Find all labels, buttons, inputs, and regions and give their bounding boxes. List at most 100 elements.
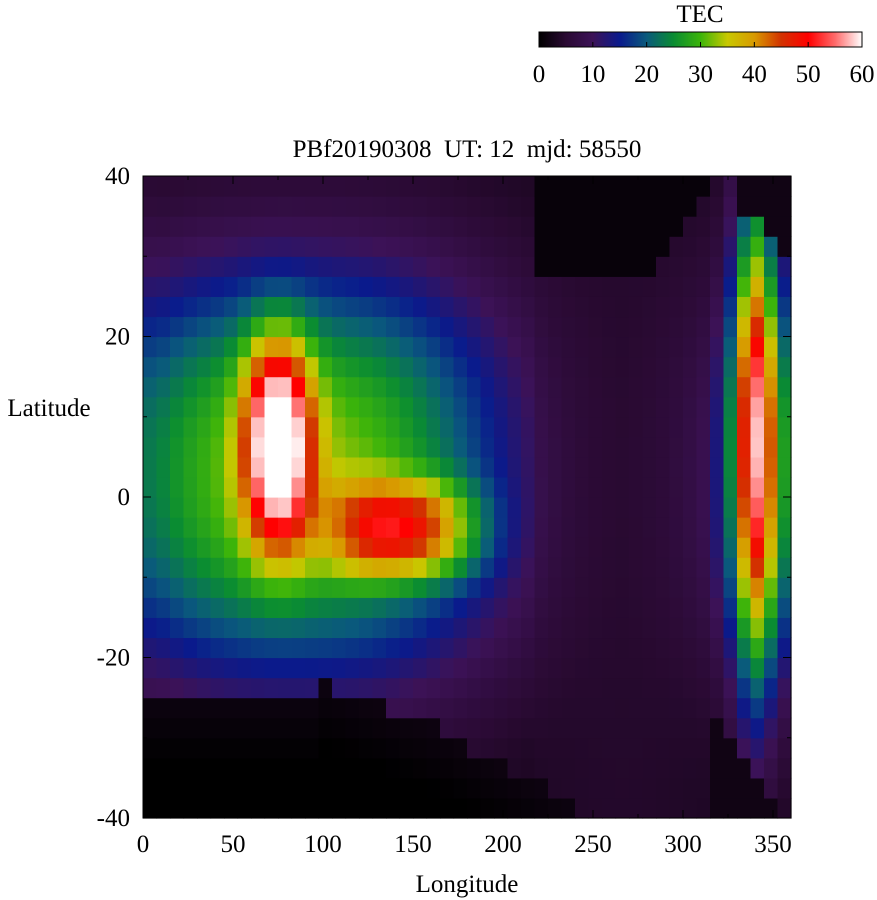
heatmap-cell	[224, 216, 239, 237]
heatmap-cell	[521, 537, 536, 558]
heatmap-cell	[480, 777, 495, 799]
heatmap-cell	[399, 476, 414, 498]
heatmap-cell	[548, 336, 563, 358]
heatmap-cell	[224, 797, 239, 819]
heatmap-cell	[210, 436, 225, 458]
heatmap-cell	[210, 356, 225, 378]
heatmap-cell	[399, 757, 414, 779]
heatmap-cell	[224, 276, 239, 297]
heatmap-cell	[602, 557, 617, 578]
heatmap-cell	[399, 316, 414, 338]
heatmap-cell	[723, 677, 738, 699]
heatmap-cell	[629, 296, 644, 318]
heatmap-cell	[777, 517, 792, 538]
heatmap-cell	[305, 336, 320, 358]
heatmap-cell	[507, 697, 522, 719]
heatmap-cell	[710, 396, 725, 418]
heatmap-cell	[737, 557, 752, 578]
heatmap-cell	[710, 577, 725, 598]
heatmap-cell	[170, 216, 185, 237]
heatmap-cell	[534, 316, 549, 338]
heatmap-cell	[251, 557, 266, 578]
heatmap-cell	[494, 176, 509, 197]
heatmap-cell	[588, 336, 603, 358]
heatmap-cell	[588, 757, 603, 779]
heatmap-cell	[156, 757, 171, 779]
heatmap-cell	[629, 176, 644, 197]
heatmap-cell	[399, 296, 414, 318]
heatmap-cell	[197, 336, 212, 358]
heatmap-cell	[750, 637, 765, 659]
heatmap-cell	[143, 737, 158, 759]
heatmap-cell	[629, 476, 644, 498]
heatmap-cell	[399, 697, 414, 719]
heatmap-cell	[480, 456, 495, 478]
heatmap-cell	[278, 517, 293, 538]
heatmap-cell	[210, 376, 225, 398]
heatmap-cell	[359, 577, 374, 598]
heatmap-cell	[183, 256, 198, 277]
heatmap-cell	[170, 196, 185, 217]
heatmap-cell	[345, 637, 360, 659]
heatmap-cell	[696, 236, 711, 257]
heatmap-cell	[251, 336, 266, 358]
heatmap-cell	[305, 236, 320, 257]
heatmap-cell	[291, 497, 306, 518]
heatmap-cell	[737, 617, 752, 639]
heatmap-cell	[278, 777, 293, 799]
heatmap-cell	[669, 396, 684, 418]
heatmap-cell	[143, 597, 158, 618]
heatmap-cell	[642, 436, 657, 458]
heatmap-cell	[588, 597, 603, 618]
heatmap-cell	[575, 476, 590, 498]
heatmap-cell	[696, 617, 711, 639]
heatmap-cell	[210, 677, 225, 699]
heatmap-cell	[683, 416, 698, 438]
heatmap-cell	[615, 316, 630, 338]
heatmap-cell	[737, 256, 752, 277]
heatmap-cell	[723, 497, 738, 518]
heatmap-cell	[224, 456, 239, 478]
heatmap-cell	[372, 537, 387, 558]
heatmap-cell	[750, 617, 765, 639]
heatmap-cell	[426, 557, 441, 578]
heatmap-cell	[494, 196, 509, 217]
heatmap-cell	[683, 336, 698, 358]
heatmap-cell	[777, 276, 792, 297]
x-tick-label: 150	[394, 831, 432, 858]
heatmap-cell	[332, 657, 347, 679]
heatmap-cell	[156, 577, 171, 598]
heatmap-cell	[669, 276, 684, 297]
heatmap-cell	[494, 597, 509, 618]
heatmap-cell	[359, 617, 374, 639]
heatmap-cell	[683, 737, 698, 759]
heatmap-cell	[426, 236, 441, 257]
heatmap-cell	[264, 236, 279, 257]
heatmap-cell	[278, 717, 293, 739]
heatmap-cell	[156, 677, 171, 699]
heatmap-cell	[656, 336, 671, 358]
heatmap-cell	[413, 296, 428, 318]
heatmap-cell	[156, 737, 171, 759]
heatmap-cell	[386, 537, 401, 558]
heatmap-cell	[251, 296, 266, 318]
heatmap-cell	[291, 276, 306, 297]
heatmap-cell	[710, 597, 725, 618]
heatmap-cell	[669, 376, 684, 398]
heatmap-cell	[521, 396, 536, 418]
heatmap-cell	[372, 777, 387, 799]
heatmap-cell	[170, 757, 185, 779]
heatmap-cell	[521, 557, 536, 578]
heatmap-cell	[629, 717, 644, 739]
heatmap-cell	[669, 677, 684, 699]
heatmap-cell	[480, 256, 495, 277]
heatmap-cell	[143, 216, 158, 237]
heatmap-cell	[386, 737, 401, 759]
heatmap-cell	[426, 436, 441, 458]
heatmap-cell	[696, 456, 711, 478]
heatmap-cell	[656, 617, 671, 639]
heatmap-cell	[507, 497, 522, 518]
heatmap-cell	[777, 637, 792, 659]
heatmap-cell	[615, 436, 630, 458]
heatmap-cell	[372, 637, 387, 659]
